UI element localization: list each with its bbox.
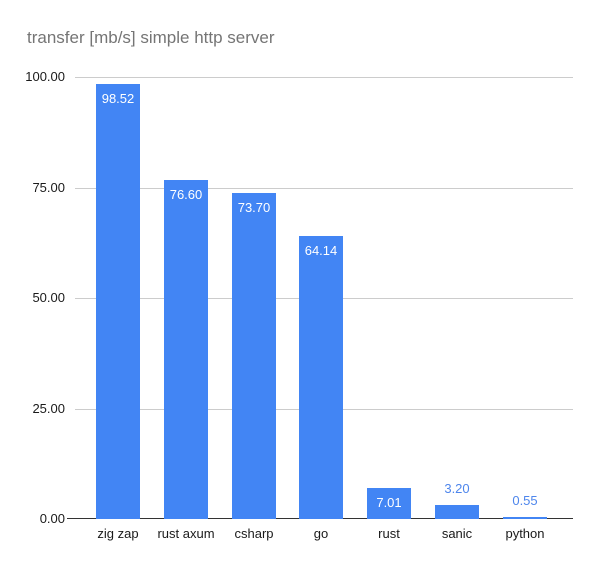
bar-rust-axum[interactable] <box>164 180 208 519</box>
x-tick-label: zig zap <box>97 526 139 541</box>
y-tick-label: 0.00 <box>39 511 65 526</box>
gridline <box>75 77 573 78</box>
bar-python[interactable] <box>503 517 547 519</box>
y-tick-label: 50.00 <box>32 290 65 305</box>
x-tick-label: rust axum <box>157 526 215 541</box>
x-tick-label: go <box>313 526 329 541</box>
bar-value-label: 7.01 <box>376 495 402 510</box>
x-tick-label: python <box>505 526 545 541</box>
x-tick-label: csharp <box>234 526 274 541</box>
y-tick-label: 100.00 <box>25 69 65 84</box>
y-tick-label: 75.00 <box>32 180 65 195</box>
y-tick-label: 25.00 <box>32 401 65 416</box>
x-tick-label: rust <box>378 526 400 541</box>
bar-value-label: 3.20 <box>444 481 470 496</box>
chart-title: transfer [mb/s] simple http server <box>27 28 275 47</box>
bar-value-label: 0.55 <box>512 493 538 508</box>
bar-zig-zap[interactable] <box>96 84 140 519</box>
bar-go[interactable] <box>299 236 343 519</box>
plot-area: 98.52 76.60 73.70 64.14 7.01 3.20 0.55 <box>67 77 573 519</box>
bar-value-label: 76.60 <box>169 187 203 202</box>
bar-value-label: 98.52 <box>101 91 135 106</box>
x-tick-label: sanic <box>441 526 473 541</box>
bar-sanic[interactable] <box>435 505 479 519</box>
bar-value-label: 64.14 <box>304 243 338 258</box>
gridline <box>75 188 573 189</box>
bar-value-label: 73.70 <box>237 200 271 215</box>
bar-rust[interactable] <box>367 488 411 519</box>
bar-csharp[interactable] <box>232 193 276 519</box>
